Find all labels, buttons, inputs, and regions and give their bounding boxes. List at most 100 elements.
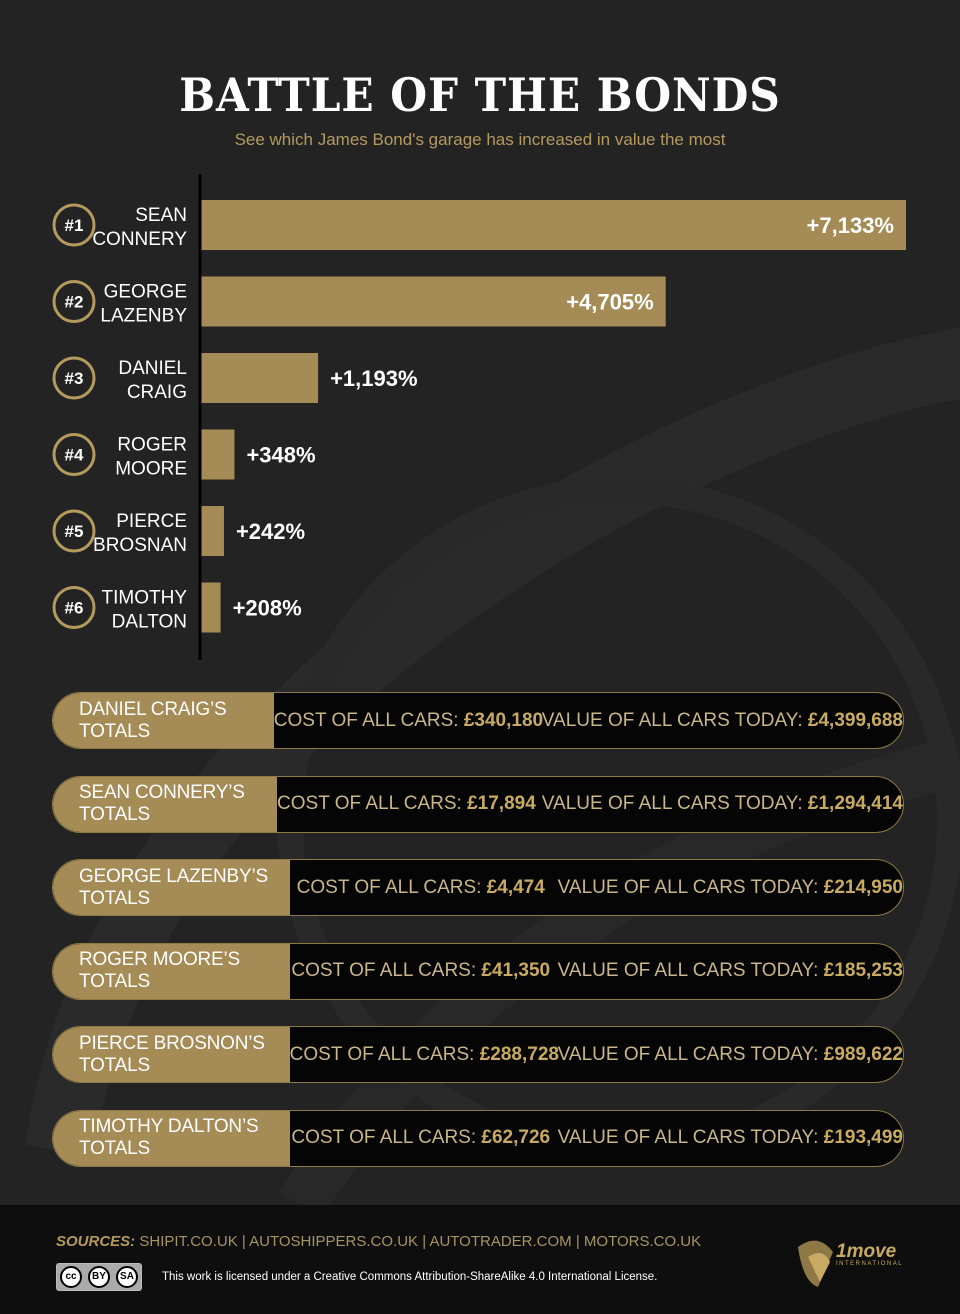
value-of-all-cars-today: VALUE OF ALL CARS TODAY: £185,253: [552, 960, 903, 982]
cost-of-all-cars: COST OF ALL CARS: £17,894: [277, 793, 536, 815]
rank-badge: [52, 356, 96, 400]
bar: [200, 276, 666, 327]
rank-badge: [52, 203, 96, 247]
page-subtitle: See which James Bond's garage has increa…: [234, 130, 726, 149]
value-label: VALUE OF ALL CARS TODAY:: [557, 960, 819, 981]
totals-label: PIERCE BROSNON’S TOTALS: [53, 1027, 290, 1082]
cost-value: £340,180: [463, 709, 544, 731]
value-of-all-cars-today: VALUE OF ALL CARS TODAY: £4,399,688: [536, 710, 903, 732]
totals-row: DANIEL CRAIG’S TOTALS COST OF ALL CARS: £…: [52, 692, 904, 749]
rank-label: #3: [65, 369, 84, 388]
value-of-all-cars-today: VALUE OF ALL CARS TODAY: £214,950: [552, 877, 903, 899]
totals-list: DANIEL CRAIG’S TOTALS COST OF ALL CARS: £…: [52, 692, 904, 1193]
bar: [200, 506, 224, 556]
bond-name-line1: SEAN: [135, 205, 187, 226]
bond-name-line2: DALTON: [112, 612, 187, 633]
sources-list: SHIPIT.CO.UK | AUTOSHIPPERS.CO.UK | AUTO…: [139, 1233, 702, 1250]
totals-label: DANIEL CRAIG’S TOTALS: [53, 693, 274, 748]
rank-badge: [52, 433, 96, 476]
cost-value: £4,474: [486, 876, 545, 898]
value-label: VALUE OF ALL CARS TODAY:: [541, 793, 803, 814]
cost-label: COST OF ALL CARS:: [291, 1127, 477, 1148]
value-amount: £1,294,414: [807, 793, 903, 814]
cc-license-icon[interactable]: cc BY SA: [56, 1263, 142, 1291]
cc-icon: cc: [60, 1266, 82, 1288]
bar: [200, 353, 319, 403]
bar-value-label: +4,705%: [566, 290, 653, 315]
cost-value: £17,894: [467, 793, 536, 814]
totals-label: TIMOTHY DALTON’S TOTALS: [53, 1110, 290, 1166]
1move-logo-icon: [798, 1240, 833, 1287]
bond-name-line2: CRAIG: [127, 382, 187, 403]
cost-value: £62,726: [481, 1127, 551, 1148]
rank-badge: [52, 586, 96, 629]
cost-of-all-cars: COST OF ALL CARS: £41,350: [290, 960, 552, 982]
cost-label: COST OF ALL CARS:: [289, 1043, 475, 1065]
footer: SOURCES: SHIPIT.CO.UK | AUTOSHIPPERS.CO.…: [0, 1205, 960, 1314]
totals-label: GEORGE LAZENBY’S TOTALS: [53, 860, 290, 915]
value-label: VALUE OF ALL CARS TODAY:: [557, 1127, 819, 1148]
license-text[interactable]: This work is licensed under a Creative C…: [162, 1271, 658, 1283]
totals-row: GEORGE LAZENBY’S TOTALS COST OF ALL CARS:…: [52, 859, 904, 916]
by-icon: BY: [88, 1266, 110, 1288]
logo-text: 1move: [836, 1241, 897, 1262]
bond-name-line1: PIERCE: [116, 511, 187, 532]
rank-label: #5: [65, 522, 84, 541]
totals-row: SEAN CONNERY’S TOTALS COST OF ALL CARS: £…: [52, 775, 904, 833]
cost-value: £41,350: [481, 960, 551, 981]
totals-row: TIMOTHY DALTON’S TOTALS COST OF ALL CARS:…: [52, 1109, 904, 1167]
cost-of-all-cars: COST OF ALL CARS: £4,474: [290, 877, 552, 899]
bar-value-label: +7,133%: [807, 213, 894, 238]
cost-label: COST OF ALL CARS:: [291, 960, 477, 981]
rank-label: #2: [65, 293, 84, 312]
cost-of-all-cars: COST OF ALL CARS: £288,728: [289, 1043, 559, 1066]
bond-name-line2: CONNERY: [92, 229, 187, 250]
cost-label: COST OF ALL CARS:: [296, 876, 482, 898]
sa-icon: SA: [116, 1266, 138, 1288]
bar-value-label: +1,193%: [330, 366, 417, 391]
bar-value-label: +348%: [246, 443, 315, 468]
bond-name-line1: ROGER: [117, 435, 187, 456]
value-amount: £214,950: [823, 876, 903, 898]
bar: [200, 582, 221, 633]
value-of-all-cars-today: VALUE OF ALL CARS TODAY: £989,622: [552, 1044, 903, 1066]
bar: [200, 200, 906, 250]
bond-name-line1: GEORGE: [104, 282, 187, 303]
bar-chart: #1 SEAN CONNERY +7,133% #2 GEORGE LAZENBY +4,70…: [52, 174, 906, 660]
totals-label: SEAN CONNERY’S TOTALS: [53, 776, 278, 832]
rank-label: #1: [65, 216, 84, 235]
cost-of-all-cars: COST OF ALL CARS: £62,726: [290, 1127, 552, 1149]
value-label: VALUE OF ALL CARS TODAY:: [557, 1043, 819, 1065]
bar-value-label: +208%: [233, 596, 302, 621]
cost-value: £288,728: [479, 1043, 559, 1065]
value-label: VALUE OF ALL CARS TODAY:: [541, 709, 803, 731]
bar: [200, 429, 235, 480]
value-of-all-cars-today: VALUE OF ALL CARS TODAY: £1,294,414: [536, 793, 903, 815]
sources-line: SOURCES: SHIPIT.CO.UK | AUTOSHIPPERS.CO.…: [56, 1233, 701, 1250]
value-amount: £193,499: [823, 1127, 903, 1148]
bond-name-line2: LAZENBY: [100, 306, 187, 327]
cost-of-all-cars: COST OF ALL CARS: £340,180: [273, 709, 543, 732]
bar-value-label: +242%: [236, 519, 305, 544]
totals-row: ROGER MOORE’S TOTALS COST OF ALL CARS: £4…: [52, 942, 904, 1000]
totals-label: ROGER MOORE’S TOTALS: [53, 943, 290, 999]
bond-name-line2: MOORE: [115, 459, 187, 480]
cost-label: COST OF ALL CARS:: [273, 709, 459, 731]
value-amount: £4,399,688: [807, 709, 903, 731]
logo-subtext: INTERNATIONAL: [836, 1261, 904, 1267]
bond-name-line2: BROSNAN: [93, 535, 187, 556]
rank-label: #6: [65, 599, 84, 618]
value-label: VALUE OF ALL CARS TODAY:: [557, 876, 819, 898]
bond-name-line1: TIMOTHY: [102, 588, 188, 609]
rank-label: #4: [65, 446, 84, 465]
page-title: BATTLE OF THE BONDS: [179, 68, 781, 122]
totals-row: PIERCE BROSNON’S TOTALS COST OF ALL CARS:…: [52, 1026, 904, 1083]
rank-badge: [52, 509, 96, 553]
rank-badge: [52, 280, 96, 323]
sources-label: SOURCES:: [56, 1233, 136, 1250]
value-amount: £185,253: [823, 960, 903, 981]
value-of-all-cars-today: VALUE OF ALL CARS TODAY: £193,499: [552, 1127, 903, 1149]
cost-label: COST OF ALL CARS:: [277, 793, 462, 814]
bond-name-line1: DANIEL: [118, 358, 187, 379]
value-amount: £989,622: [823, 1043, 903, 1065]
